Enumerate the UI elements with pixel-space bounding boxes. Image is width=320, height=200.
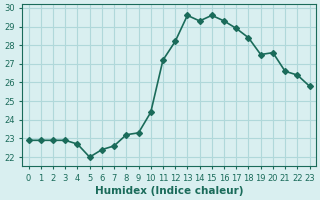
X-axis label: Humidex (Indice chaleur): Humidex (Indice chaleur) <box>95 186 243 196</box>
